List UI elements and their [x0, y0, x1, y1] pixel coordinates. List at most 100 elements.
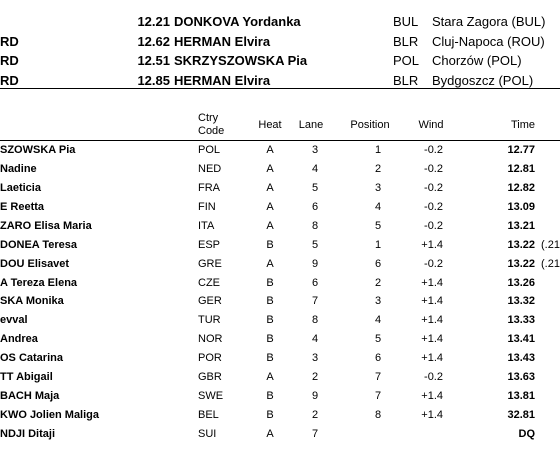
heat: B	[266, 238, 274, 251]
position: 7	[374, 390, 382, 403]
wind: -0.2	[424, 219, 443, 232]
time: 12.81	[507, 162, 535, 175]
heat: B	[266, 390, 274, 403]
athlete-name: A Tereza Elena	[0, 276, 78, 289]
record-label: RD	[0, 33, 19, 49]
wind: -0.2	[424, 200, 443, 213]
time-note: (.21	[541, 257, 560, 270]
lane: 7	[311, 427, 319, 440]
wind: +1.4	[421, 333, 443, 346]
divider	[0, 140, 560, 141]
lane: 2	[311, 409, 319, 422]
athlete-name: DOU Elisavet	[0, 257, 70, 270]
position: 6	[374, 352, 382, 365]
wind: +1.4	[421, 409, 443, 422]
wind: -0.2	[424, 162, 443, 175]
athlete-name: NDJI Ditaji	[0, 427, 56, 440]
heat: A	[266, 427, 274, 440]
time: 13.21	[507, 219, 535, 232]
wind: +1.4	[421, 276, 443, 289]
lane: 6	[311, 276, 319, 289]
record-time: 12.21	[137, 14, 170, 29]
wind: -0.2	[424, 181, 443, 194]
time: 13.81	[507, 390, 535, 403]
time: 13.63	[507, 371, 535, 384]
country-code: FRA	[198, 181, 220, 194]
heat: B	[266, 333, 274, 346]
athlete-name: Laeticia	[0, 181, 41, 194]
time: 12.77	[507, 144, 535, 156]
heat: A	[266, 257, 274, 270]
lane: 4	[311, 333, 319, 346]
wind: +1.4	[421, 352, 443, 365]
position: 7	[374, 371, 382, 384]
wind: +1.4	[421, 390, 443, 403]
country-code: FIN	[198, 200, 216, 213]
athlete-name: BACH Maja	[0, 390, 60, 403]
lane: 3	[311, 352, 319, 365]
record-athlete: HERMAN Elvira	[174, 72, 271, 88]
wind: +1.4	[421, 238, 443, 251]
divider	[0, 88, 560, 89]
wind: +1.4	[421, 295, 443, 308]
athlete-name: E Reetta	[0, 200, 45, 213]
heat: A	[266, 219, 274, 232]
time-note: (.21	[541, 238, 560, 251]
position: 6	[374, 257, 382, 270]
lane: 8	[311, 219, 319, 232]
heat: B	[266, 314, 274, 327]
country-code: ITA	[198, 219, 215, 232]
header-cell: Heat	[258, 119, 282, 131]
country-code: POR	[198, 352, 222, 365]
record-time: 12.51	[137, 53, 170, 68]
athlete-name: Nadine	[0, 162, 37, 175]
heat: B	[266, 295, 274, 308]
position: 5	[374, 333, 382, 346]
time: 13.22	[507, 257, 535, 270]
header-cell: Ctry	[198, 112, 219, 124]
country-code: ESP	[198, 238, 221, 251]
athlete-name: TT Abigail	[0, 371, 53, 384]
heat: B	[266, 409, 274, 422]
record-country: BLR	[393, 72, 419, 88]
lane: 3	[311, 144, 319, 156]
header-cell: Time	[510, 119, 535, 131]
time: 13.26	[507, 276, 535, 289]
athlete-name: evval	[0, 314, 28, 327]
heat: B	[266, 276, 274, 289]
record-athlete: DONKOVA Yordanka	[174, 14, 301, 29]
lane: 9	[311, 390, 319, 403]
position: 1	[374, 144, 382, 156]
heat: B	[266, 352, 274, 365]
athlete-name: OS Catarina	[0, 352, 63, 365]
country-code: NED	[198, 162, 222, 175]
country-code: GRE	[198, 257, 222, 270]
record-athlete: HERMAN Elvira	[174, 33, 271, 49]
position: 2	[374, 162, 382, 175]
lane: 4	[311, 162, 319, 175]
record-country: BLR	[393, 33, 419, 49]
athlete-name: ZARO Elisa Maria	[0, 219, 92, 232]
wind: +1.4	[421, 314, 443, 327]
lane: 5	[311, 181, 319, 194]
heat: A	[266, 181, 274, 194]
position: 5	[374, 219, 382, 232]
wind: -0.2	[424, 371, 443, 384]
athlete-name: Andrea	[0, 333, 38, 346]
athlete-name: KWO Jolien Maliga	[0, 409, 100, 422]
record-time: 12.62	[137, 33, 170, 49]
record-label: RD	[0, 72, 19, 88]
country-code: NOR	[198, 333, 223, 346]
position: 3	[374, 181, 382, 194]
record-venue: Chorzów (POL)	[432, 53, 522, 68]
record-venue: Bydgoszcz (POL)	[432, 72, 534, 88]
lane: 5	[311, 238, 319, 251]
position: 2	[374, 276, 382, 289]
time: 13.43	[507, 352, 535, 365]
time: 32.81	[507, 409, 535, 422]
header-cell: Position	[350, 119, 390, 131]
lane: 8	[311, 314, 319, 327]
position: 4	[374, 314, 382, 327]
country-code: GBR	[198, 371, 222, 384]
lane: 6	[311, 200, 319, 213]
